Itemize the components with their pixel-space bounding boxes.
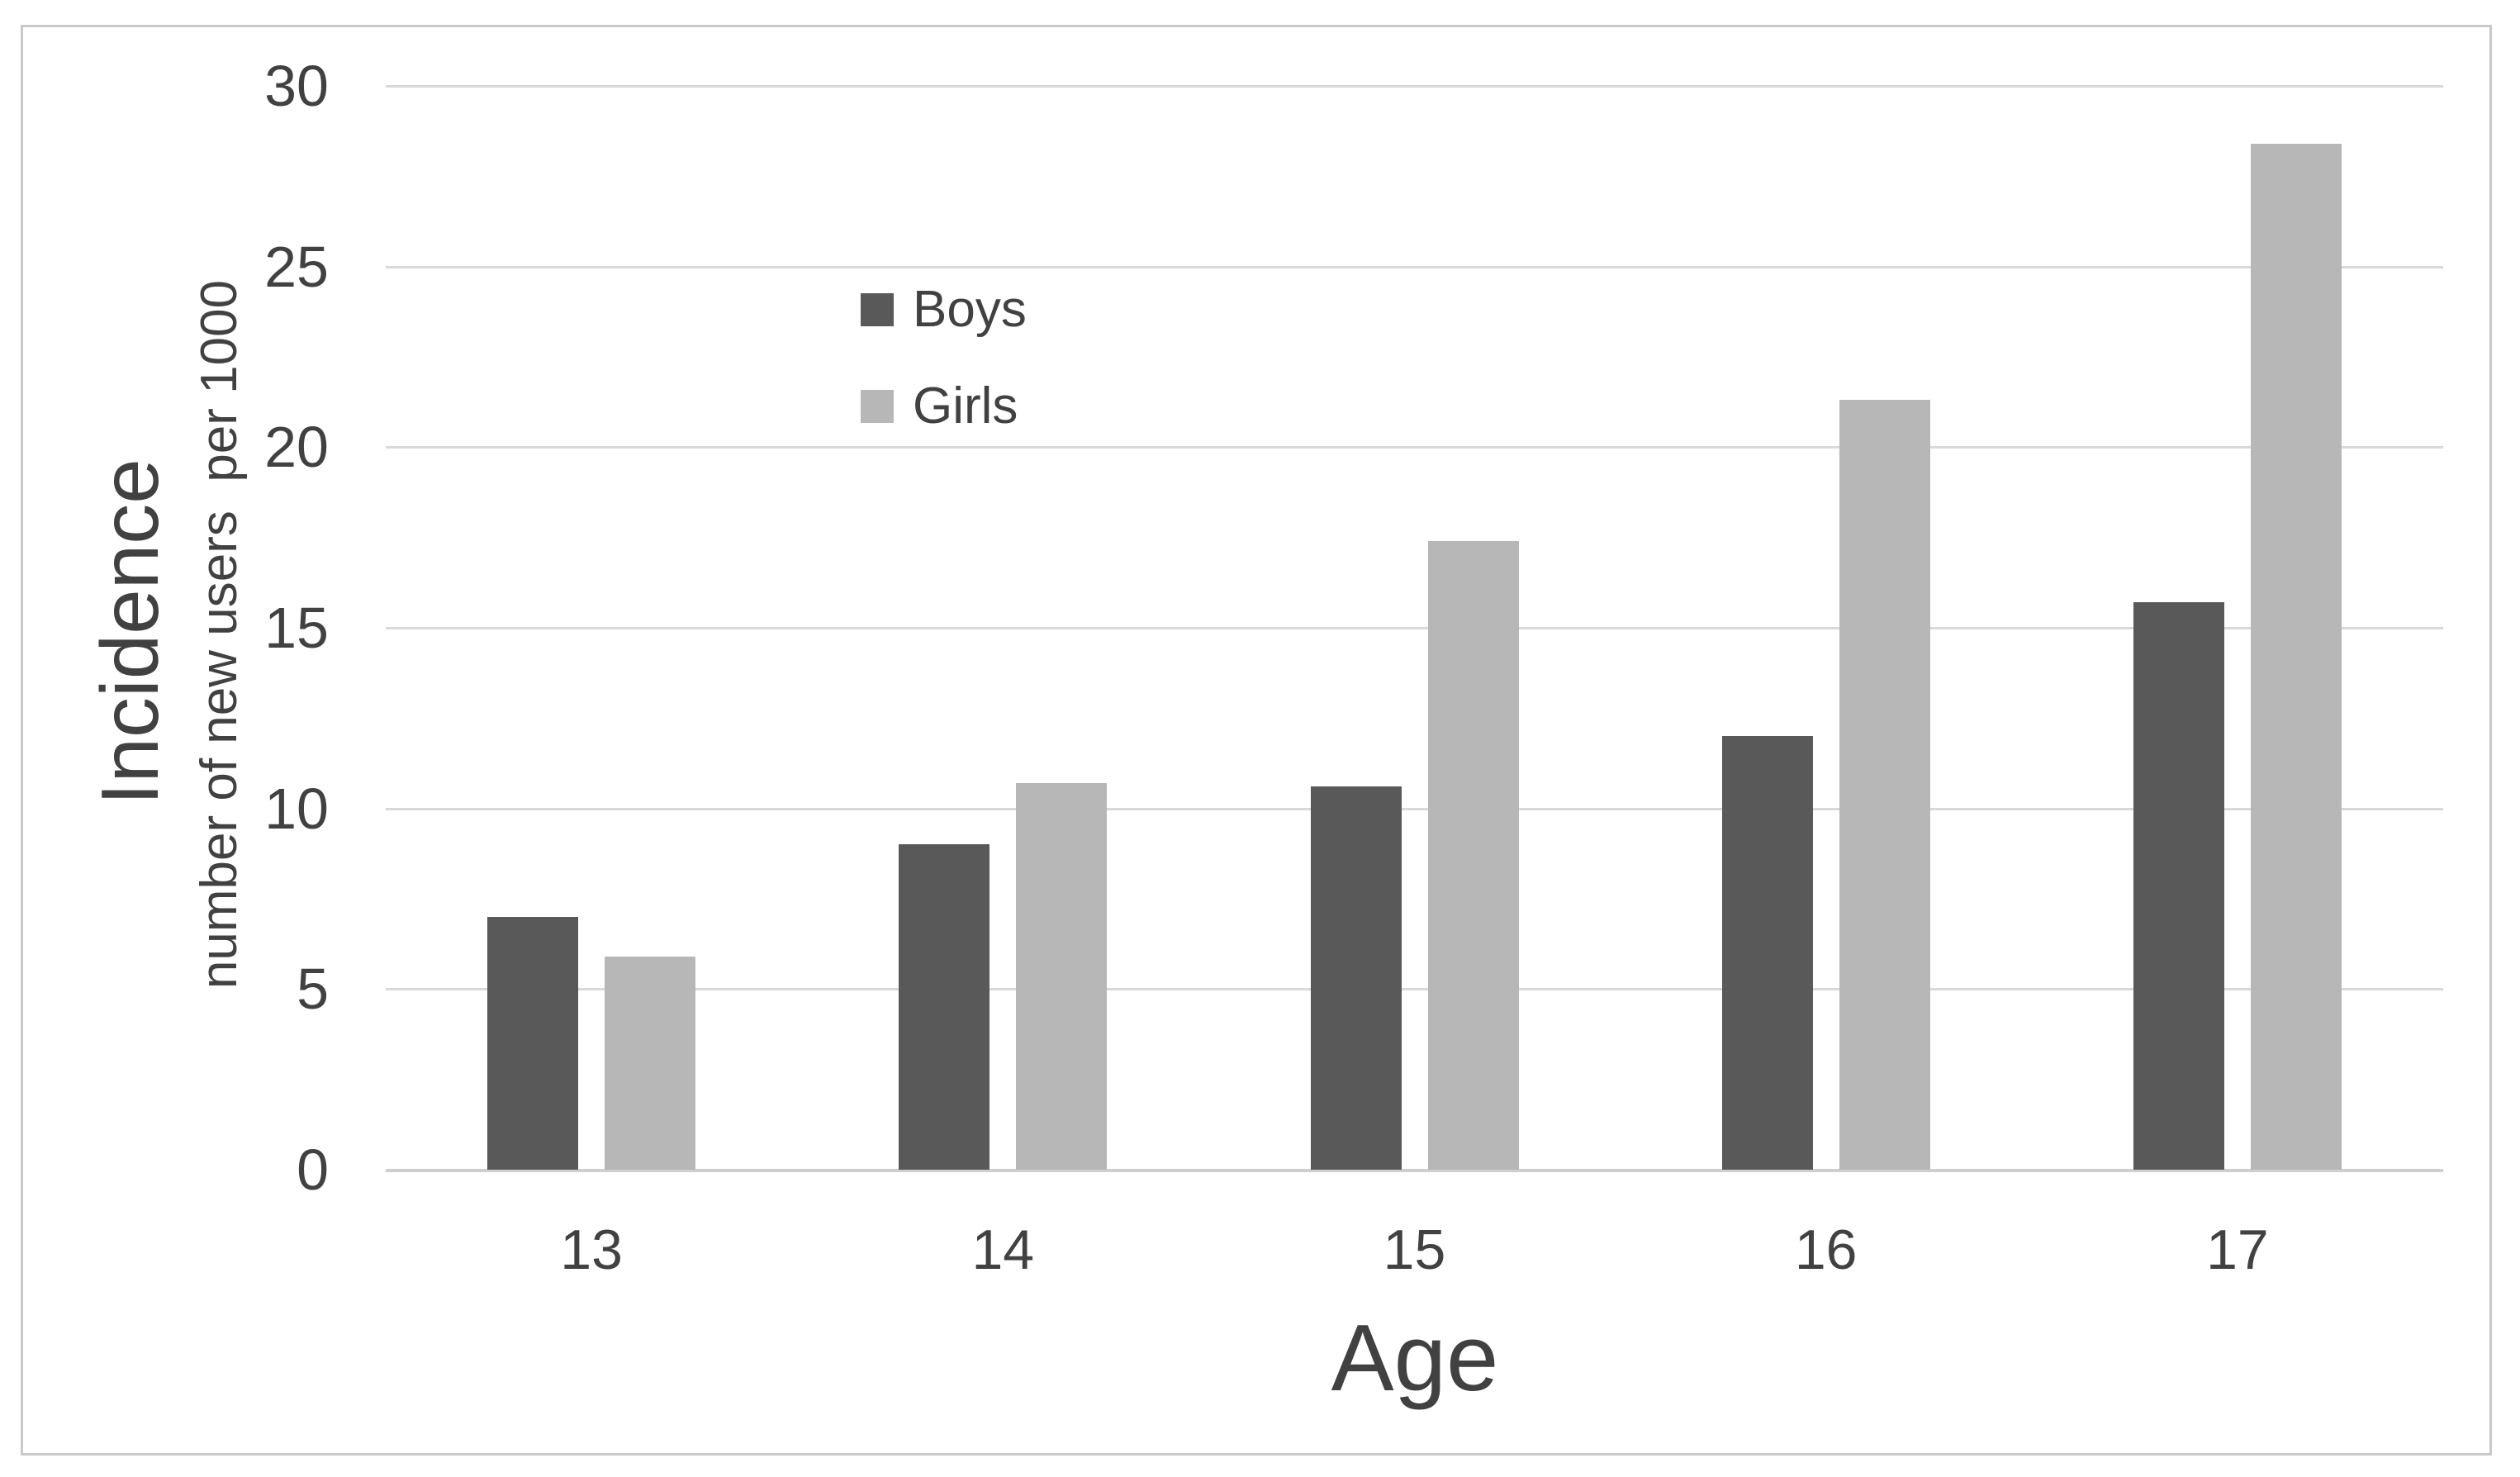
bar-boys-age-15 bbox=[1310, 786, 1402, 1170]
bar-boys-age-16 bbox=[1721, 736, 1813, 1170]
gridline-y-5 bbox=[386, 988, 2443, 991]
chart-border-frame bbox=[21, 25, 2492, 1456]
y-tick-label-20: 20 bbox=[264, 415, 329, 480]
x-axis-line bbox=[386, 1169, 2443, 1172]
legend-item-girls: Girls bbox=[861, 381, 1018, 432]
y-tick-label-15: 15 bbox=[264, 596, 329, 660]
bar-girls-age-16 bbox=[1839, 400, 1930, 1170]
x-axis-title: Age bbox=[1331, 1306, 1499, 1411]
gridline-y-30 bbox=[386, 85, 2443, 88]
y-tick-label-25: 25 bbox=[264, 234, 329, 299]
x-tick-label-17: 17 bbox=[2206, 1218, 2269, 1281]
y-tick-label-10: 10 bbox=[264, 776, 329, 841]
x-tick-label-13: 13 bbox=[560, 1218, 623, 1281]
gridline-y-20 bbox=[386, 446, 2443, 449]
bar-girls-age-13 bbox=[605, 956, 696, 1170]
y-tick-label-30: 30 bbox=[264, 54, 329, 118]
y-tick-label-5: 5 bbox=[297, 957, 329, 1022]
bar-girls-age-17 bbox=[2250, 143, 2342, 1170]
legend-label-boys: Boys bbox=[913, 281, 1027, 338]
gridline-y-15 bbox=[386, 627, 2443, 629]
legend-swatch-girls bbox=[861, 390, 894, 423]
bar-boys-age-14 bbox=[899, 844, 990, 1170]
bar-girls-age-14 bbox=[1016, 783, 1108, 1170]
bar-girls-age-15 bbox=[1427, 541, 1519, 1170]
x-tick-label-14: 14 bbox=[971, 1218, 1035, 1281]
x-tick-label-16: 16 bbox=[1794, 1218, 1858, 1281]
bar-boys-age-17 bbox=[2133, 602, 2224, 1170]
legend-item-boys: Boys bbox=[861, 284, 1027, 335]
x-tick-label-15: 15 bbox=[1383, 1218, 1446, 1281]
y-tick-label-0: 0 bbox=[297, 1137, 329, 1202]
gridline-y-10 bbox=[386, 807, 2443, 810]
bar-boys-age-13 bbox=[487, 916, 579, 1170]
legend-label-girls: Girls bbox=[913, 378, 1018, 435]
gridline-y-25 bbox=[386, 265, 2443, 268]
legend-swatch-boys bbox=[861, 293, 894, 326]
